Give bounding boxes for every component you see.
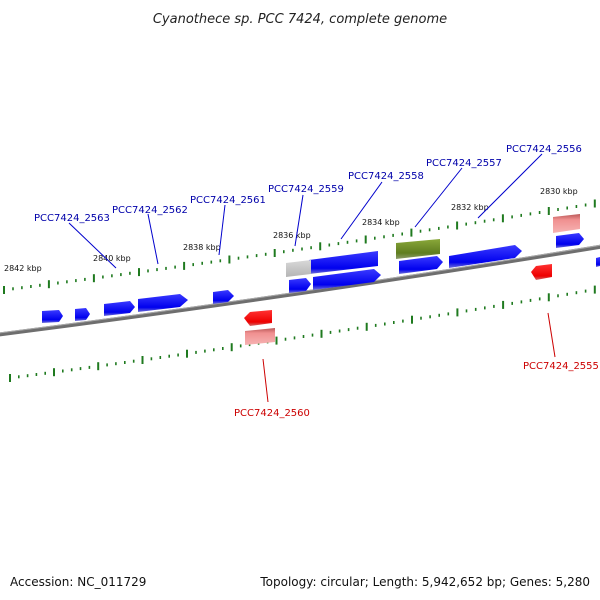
gene-arrow-reverse[interactable]	[244, 310, 272, 326]
map-title: Cyanothece sp. PCC 7424, complete genome	[153, 12, 447, 27]
forward-genes	[42, 233, 600, 323]
gene-block-rna[interactable]	[396, 239, 440, 259]
kbp-label-2830: 2830 kbp	[540, 187, 578, 196]
gene-arrow-forward[interactable]	[104, 301, 135, 316]
gene-arrow-forward[interactable]	[449, 245, 522, 268]
gene-label[interactable]: PCC7424_2556	[506, 144, 582, 155]
gene-arrow-forward[interactable]	[313, 269, 381, 290]
label-leaders	[68, 153, 556, 403]
gene-arrow-reverse[interactable]	[531, 264, 552, 280]
gene-arrow-forward[interactable]	[596, 257, 600, 267]
kbp-label-2832: 2832 kbp	[451, 203, 489, 212]
gene-arrow-forward[interactable]	[213, 290, 234, 304]
gene-label[interactable]: PCC7424_2555	[523, 361, 599, 372]
gene-block-reverse-light[interactable]	[245, 328, 275, 345]
kbp-label-2842: 2842 kbp	[4, 264, 42, 273]
gene-arrow-forward[interactable]	[75, 308, 90, 321]
kbp-label-2838: 2838 kbp	[183, 243, 221, 252]
genome-summary-text: Topology: circular; Length: 5,942,652 bp…	[259, 575, 590, 589]
gene-arrow-forward[interactable]	[309, 251, 378, 274]
gene-block-pseudo[interactable]	[286, 260, 311, 277]
gene-label[interactable]: PCC7424_2558	[348, 171, 424, 182]
forward-scale-ticks	[3, 199, 596, 294]
gene-label[interactable]: PCC7424_2562	[112, 205, 188, 216]
gene-label[interactable]: PCC7424_2561	[190, 195, 266, 206]
gene-label[interactable]: PCC7424_2559	[268, 184, 344, 195]
gene-label[interactable]: PCC7424_2560	[234, 408, 310, 419]
reverse-genes	[244, 214, 580, 345]
gene-arrow-forward[interactable]	[42, 310, 63, 323]
gene-arrow-forward[interactable]	[556, 233, 584, 248]
kbp-label-2840: 2840 kbp	[93, 254, 131, 263]
genome-backbone	[0, 244, 600, 337]
kbp-label-2834: 2834 kbp	[362, 218, 400, 227]
reverse-scale-ticks	[9, 285, 596, 382]
gene-arrow-forward[interactable]	[399, 256, 443, 274]
gene-arrow-forward[interactable]	[138, 294, 188, 312]
gene-label[interactable]: PCC7424_2557	[426, 158, 502, 169]
kbp-label-2836: 2836 kbp	[273, 231, 311, 240]
accession-text: Accession: NC_011729	[10, 575, 146, 589]
gene-block-reverse-light[interactable]	[553, 214, 580, 233]
gene-arrow-forward[interactable]	[289, 278, 311, 293]
gene-label[interactable]: PCC7424_2563	[34, 213, 110, 224]
